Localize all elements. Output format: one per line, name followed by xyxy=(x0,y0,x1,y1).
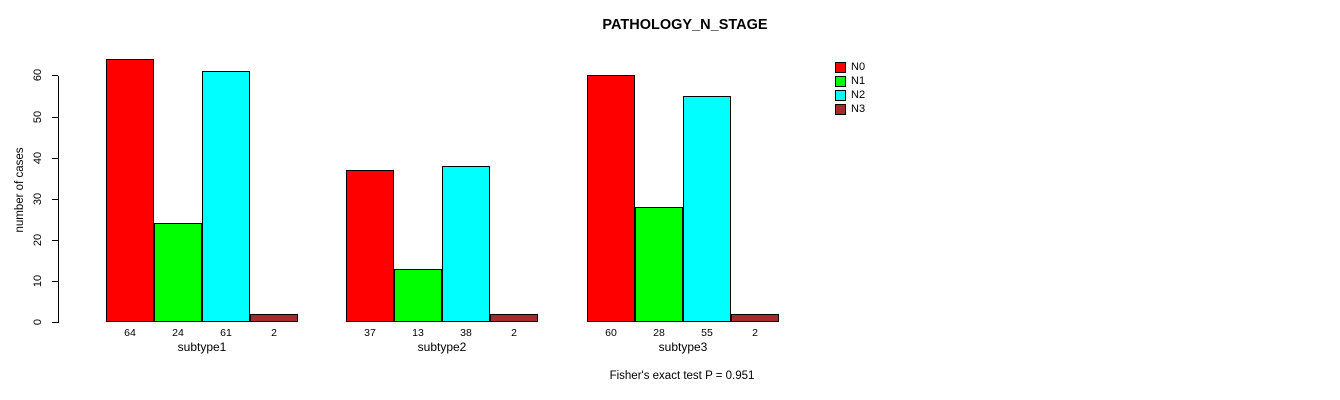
y-tick-label: 60 xyxy=(32,69,44,82)
bar-value-label: 55 xyxy=(701,327,713,339)
bar-value-label: 37 xyxy=(364,327,376,339)
bar-n0-subtype2 xyxy=(346,170,394,322)
bar-n2-subtype3 xyxy=(683,96,731,322)
legend-label: N1 xyxy=(851,74,866,87)
legend-item-n2: N2 xyxy=(835,88,865,102)
bar-n1-subtype2 xyxy=(394,269,442,322)
y-axis-tick xyxy=(52,75,58,77)
legend-swatch-icon xyxy=(835,61,846,73)
y-tick-label: 20 xyxy=(32,233,44,246)
y-tick-label: 50 xyxy=(32,110,44,123)
y-axis-tick xyxy=(52,280,58,282)
bar-value-label: 13 xyxy=(412,327,424,339)
y-tick-label: 40 xyxy=(32,151,44,164)
legend: N0 N1 N2 N3 xyxy=(835,60,865,116)
y-axis-tick xyxy=(52,116,58,118)
bar-n0-subtype3 xyxy=(587,75,635,322)
bar-value-label: 2 xyxy=(271,327,277,339)
legend-swatch-icon xyxy=(835,75,846,87)
bar-value-label: 64 xyxy=(124,327,136,339)
y-axis-tick xyxy=(52,322,58,323)
bar-n3-subtype1 xyxy=(250,314,298,322)
y-axis-line xyxy=(58,76,59,323)
legend-label: N3 xyxy=(851,102,866,115)
y-axis-tick xyxy=(52,198,58,200)
y-axis-tick xyxy=(52,239,58,241)
chart-title: PATHOLOGY_N_STAGE xyxy=(602,17,768,33)
legend-item-n0: N0 xyxy=(835,60,865,74)
x-category-label: subtype3 xyxy=(658,340,708,354)
bar-value-label: 38 xyxy=(460,327,472,339)
legend-label: N2 xyxy=(851,88,866,101)
bar-value-label: 2 xyxy=(511,327,517,339)
y-tick-label: 0 xyxy=(32,318,44,326)
stat-annotation: Fisher's exact test P = 0.951 xyxy=(609,370,755,382)
bar-n2-subtype2 xyxy=(442,166,490,322)
x-category-label: subtype2 xyxy=(417,340,467,354)
bar-n1-subtype1 xyxy=(154,223,202,322)
bar-n0-subtype1 xyxy=(106,59,154,322)
legend-item-n3: N3 xyxy=(835,102,865,116)
bar-n3-subtype2 xyxy=(490,314,538,322)
bar-n2-subtype1 xyxy=(202,71,250,322)
legend-item-n1: N1 xyxy=(835,74,865,88)
x-category-label: subtype1 xyxy=(177,340,227,354)
bar-value-label: 2 xyxy=(752,327,758,339)
bar-value-label: 60 xyxy=(605,327,617,339)
bar-value-label: 61 xyxy=(220,327,232,339)
bar-value-label: 24 xyxy=(172,327,184,339)
y-tick-label: 10 xyxy=(32,274,44,288)
bar-value-label: 28 xyxy=(653,327,665,339)
legend-label: N0 xyxy=(851,60,866,73)
y-axis-tick xyxy=(52,157,58,159)
legend-swatch-icon xyxy=(835,89,846,101)
bar-n3-subtype3 xyxy=(731,314,779,322)
bar-n1-subtype3 xyxy=(635,207,683,322)
legend-swatch-icon xyxy=(835,103,846,115)
y-tick-label: 30 xyxy=(32,192,44,205)
